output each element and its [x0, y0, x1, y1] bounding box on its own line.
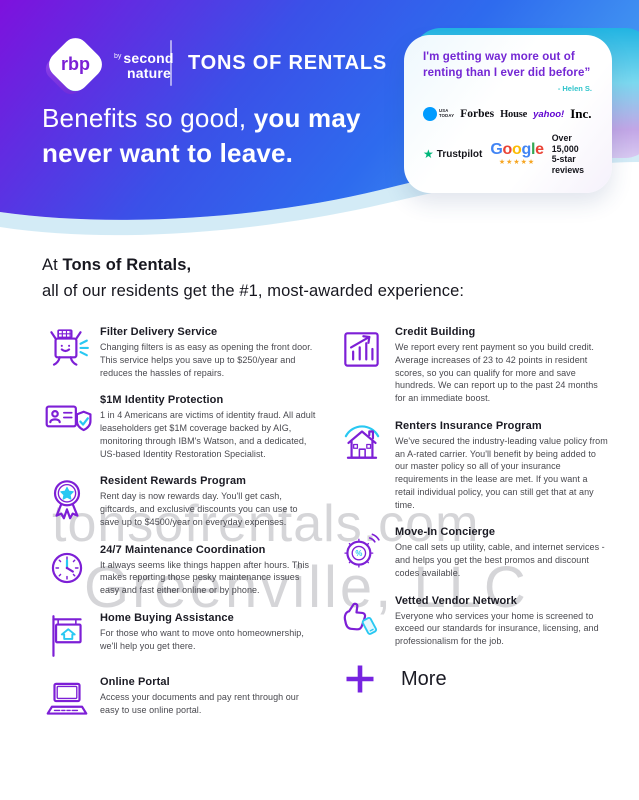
benefit-item-home-buying: Home Buying Assistance For those who wan…	[42, 609, 318, 661]
review-count: Over 15,000 5-star reviews	[551, 133, 584, 175]
brand-lockup: rbp by second nature	[41, 32, 174, 99]
header-banner: rbp by second nature TONS OF RENTALS Ben…	[0, 0, 639, 248]
benefit-title: 24/7 Maintenance Coordination	[100, 543, 266, 556]
watermark-company: Greenville, LLC	[84, 555, 529, 620]
usa-today-circle-icon	[423, 107, 437, 122]
trustpilot-logo: ★ Trustpilot	[423, 147, 483, 162]
logo-second-text: second	[123, 49, 174, 66]
benefits-column-left: Filter Delivery Service Changing filters…	[42, 323, 318, 737]
benefit-item-move-in-concierge: % Move-In Concierge One call sets up uti…	[337, 523, 609, 579]
logo-by-text: by	[114, 52, 122, 60]
page-title: TONS OF RENTALS	[188, 52, 388, 74]
intro-brand: Tons of Rentals	[62, 256, 187, 274]
benefit-title: Vetted Vendor Network	[395, 594, 517, 607]
house-logo: House	[500, 108, 528, 120]
benefit-title: Move-In Concierge	[395, 526, 496, 539]
rbp-logo: rbp	[41, 32, 108, 99]
testimonial-card: I'm getting way more out of renting than…	[404, 35, 612, 193]
benefit-item-filter-delivery: Filter Delivery Service Changing filters…	[42, 323, 318, 379]
benefit-title: Resident Rewards Program	[100, 475, 247, 488]
rbp-logo-text: rbp	[61, 54, 90, 74]
google-letter: g	[521, 141, 531, 159]
google-letter: l	[530, 141, 536, 159]
google-letter: e	[535, 141, 544, 159]
testimonial-card-wrap: I'm getting way more out of renting than…	[398, 26, 639, 198]
benefit-description: For those who want to move onto homeowne…	[100, 627, 304, 651]
second-nature-logo: by second nature	[114, 51, 174, 80]
home-buying-icon	[42, 609, 94, 661]
headline-bold-2: never want to leave.	[42, 138, 294, 168]
headline-regular: Benefits so good,	[42, 103, 254, 133]
google-stars-icon: ★★★★★	[498, 159, 536, 167]
benefit-description: It always seems like things happen after…	[100, 559, 310, 596]
benefit-item-renters-insurance: Renters Insurance Program We've secured …	[337, 417, 609, 512]
benefit-description: 1 in 4 Americans are victims of identity…	[100, 410, 316, 459]
headline: Benefits so good, you may never want to …	[42, 101, 361, 171]
benefit-item-vetted-vendor: Vetted Vendor Network Everyone who servi…	[337, 592, 609, 648]
filter-delivery-icon	[42, 323, 94, 379]
vetted-vendor-icon	[337, 592, 389, 648]
testimonial-attribution: - Helen S.	[557, 84, 592, 94]
watermark-domain: tonsofrentals.com	[52, 495, 480, 553]
usa-today-logo: USA TODAY	[423, 107, 454, 122]
yahoo-logo: yahoo!	[533, 108, 565, 120]
intro-heading: At Tons of Rentals, all of our residents…	[42, 252, 613, 304]
svg-text:%: %	[355, 549, 362, 558]
reviews-row: ★ Trustpilot Google ★★★★★ Over 15,000 5-…	[423, 133, 598, 175]
logo-nature-text: nature	[127, 64, 171, 81]
benefit-description: Changing filters is as easy as opening t…	[100, 342, 313, 378]
benefits-column-right: Credit Building We report every rent pay…	[337, 323, 609, 737]
maintenance-icon	[42, 541, 94, 597]
more-label: More	[401, 667, 447, 690]
resident-rewards-icon	[42, 472, 94, 528]
benefit-title: Online Portal	[100, 675, 170, 688]
benefit-title: $1M Identity Protection	[100, 394, 224, 407]
intro-line2: all of our residents get the #1, most-aw…	[42, 282, 465, 300]
headline-bold-1: you may	[253, 103, 361, 133]
benefit-item-identity-protection: $1M Identity Protection 1 in 4 Americans…	[42, 391, 318, 460]
online-portal-icon	[42, 673, 94, 725]
forbes-logo: Forbes	[460, 108, 495, 121]
benefit-description: Rent day is now rewards day. You'll get …	[100, 491, 298, 527]
benefits-section: At Tons of Rentals, all of our residents…	[0, 252, 639, 737]
credit-building-icon	[337, 323, 389, 405]
benefit-description: We've secured the industry-leading value…	[395, 435, 608, 510]
benefit-title: Home Buying Assistance	[100, 611, 234, 624]
benefit-description: Everyone who services your home is scree…	[395, 610, 599, 647]
plus-icon	[346, 665, 374, 693]
renters-insurance-icon	[337, 417, 389, 512]
google-letter: o	[511, 141, 522, 159]
move-in-concierge-icon: %	[337, 523, 389, 579]
benefit-item-online-portal: Online Portal Access your documents and …	[42, 673, 318, 725]
benefit-item-resident-rewards: Resident Rewards Program Rent day is now…	[42, 472, 318, 528]
more-benefits: More	[343, 662, 609, 696]
identity-protection-icon	[42, 391, 94, 460]
google-letter: G	[490, 141, 503, 159]
google-logo: Google ★★★★★	[490, 141, 544, 167]
google-letter: o	[502, 141, 512, 159]
trustpilot-star-icon: ★	[423, 147, 434, 162]
benefit-item-credit-building: Credit Building We report every rent pay…	[337, 323, 609, 405]
media-logos-row: USA TODAY Forbes House yahoo! Inc.	[423, 106, 598, 122]
benefit-description: One call sets up utility, cable, and int…	[395, 542, 605, 578]
inc-logo: Inc.	[570, 106, 592, 122]
benefit-item-maintenance: 24/7 Maintenance Coordination It always …	[42, 541, 318, 597]
header-divider	[170, 40, 172, 86]
testimonial-quote: I'm getting way more out of renting than…	[423, 51, 591, 80]
benefits-grid: Filter Delivery Service Changing filters…	[42, 323, 613, 737]
benefit-description: Access your documents and pay rent throu…	[100, 691, 299, 715]
benefit-title: Renters Insurance Program	[395, 419, 542, 432]
benefit-title: Filter Delivery Service	[100, 326, 218, 338]
rbp-logo-badge: rbp	[43, 32, 108, 97]
benefit-description: We report every rent payment so you buil…	[395, 342, 598, 404]
benefit-title: Credit Building	[395, 326, 476, 338]
